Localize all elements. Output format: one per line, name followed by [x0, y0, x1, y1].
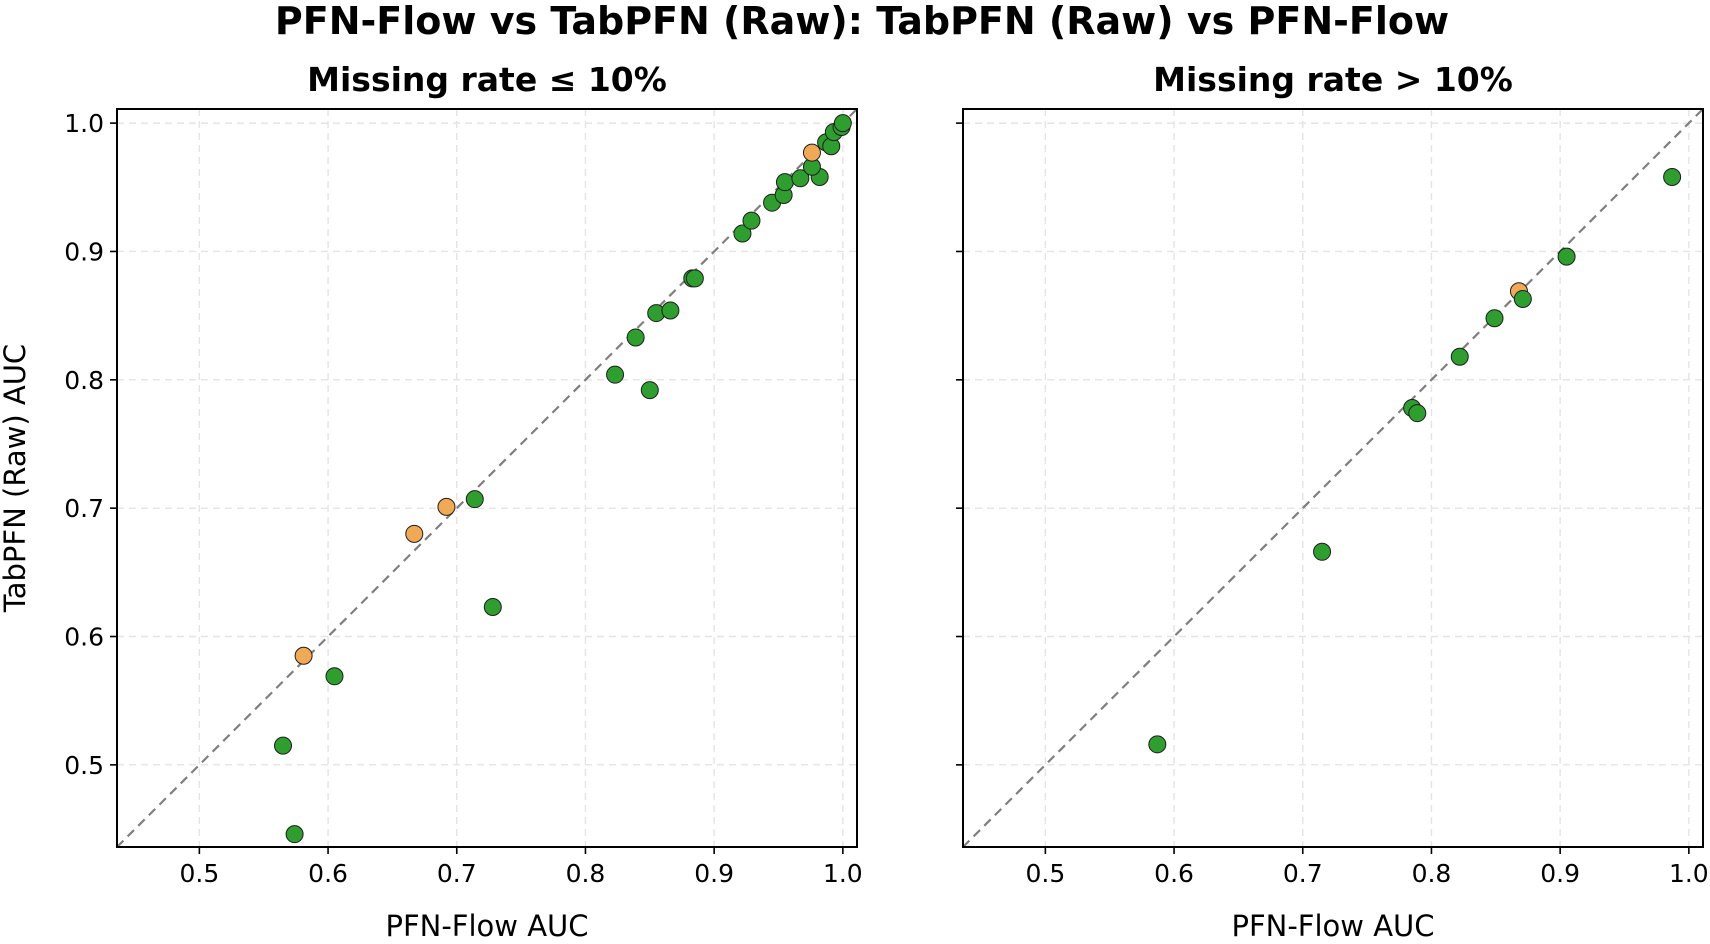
left-data-point [437, 497, 456, 516]
left-data-point [640, 381, 659, 400]
left-panel-title: Missing rate ≤ 10% [307, 60, 667, 99]
left-data-point [833, 114, 852, 133]
left-y-tick-label: 1.0 [64, 109, 104, 138]
right-plot-frame [962, 108, 1704, 848]
left-data-point [742, 211, 761, 230]
left-y-tick-label: 0.9 [64, 237, 104, 266]
right-reference-line [962, 108, 1704, 848]
left-data-point [791, 169, 810, 188]
left-x-tick-label: 0.5 [179, 859, 219, 888]
right-x-tick-label: 0.6 [1154, 859, 1194, 888]
left-data-point [465, 490, 484, 509]
left-data-point [775, 173, 794, 192]
right-data-point [1148, 735, 1167, 754]
left-y-tick-label: 0.8 [64, 366, 104, 395]
right-data-point [1557, 247, 1576, 266]
right-data-point [1485, 309, 1504, 328]
left-data-point [483, 597, 502, 616]
left-x-axis-label: PFN-Flow AUC [385, 909, 588, 943]
left-plot-frame [116, 108, 858, 848]
left-x-tick-label: 0.8 [566, 859, 606, 888]
left-x-tick-label: 1.0 [823, 859, 863, 888]
left-data-point [294, 646, 313, 665]
left-data-point [285, 825, 304, 844]
right-data-point [1513, 289, 1532, 308]
left-y-tick-label: 0.5 [64, 751, 104, 780]
right-data-point [1408, 404, 1427, 423]
left-data-point [626, 328, 645, 347]
left-y-tick-label: 0.7 [64, 494, 104, 523]
left-y-tick-label: 0.6 [64, 623, 104, 652]
left-panel: Missing rate ≤ 10% 0.5 0.6 0.7 0.8 0.9 1.0 0.5 0… [0, 60, 863, 943]
left-data-point [661, 301, 680, 320]
left-data-point [325, 667, 344, 686]
right-panel-title: Missing rate > 10% [1153, 60, 1513, 99]
right-x-tick-label: 0.9 [1540, 859, 1580, 888]
right-panel: Missing rate > 10% 0.5 0.6 0.7 0.8 0.9 1.0 PFN-… [956, 60, 1709, 943]
right-x-tick-label: 0.5 [1025, 859, 1065, 888]
left-data-point [802, 143, 821, 162]
left-data-point [685, 269, 704, 288]
left-x-tick-label: 0.9 [694, 859, 734, 888]
left-data-point [733, 224, 752, 243]
figure-title: PFN-Flow vs TabPFN (Raw): TabPFN (Raw) v… [275, 0, 1449, 43]
left-data-point [405, 524, 424, 543]
right-x-tick-label: 1.0 [1669, 859, 1709, 888]
left-data-point [606, 365, 625, 384]
left-data-point [274, 736, 293, 755]
right-x-tick-label: 0.8 [1412, 859, 1452, 888]
left-x-tick-label: 0.7 [437, 859, 477, 888]
right-data-point [1450, 347, 1469, 366]
right-data-point [1663, 168, 1682, 187]
left-x-tick-label: 0.6 [308, 859, 348, 888]
left-y-axis-label: TabPFN (Raw) AUC [0, 344, 32, 613]
right-x-tick-label: 0.7 [1283, 859, 1323, 888]
right-x-axis-label: PFN-Flow AUC [1231, 909, 1434, 943]
right-data-point [1313, 542, 1332, 561]
